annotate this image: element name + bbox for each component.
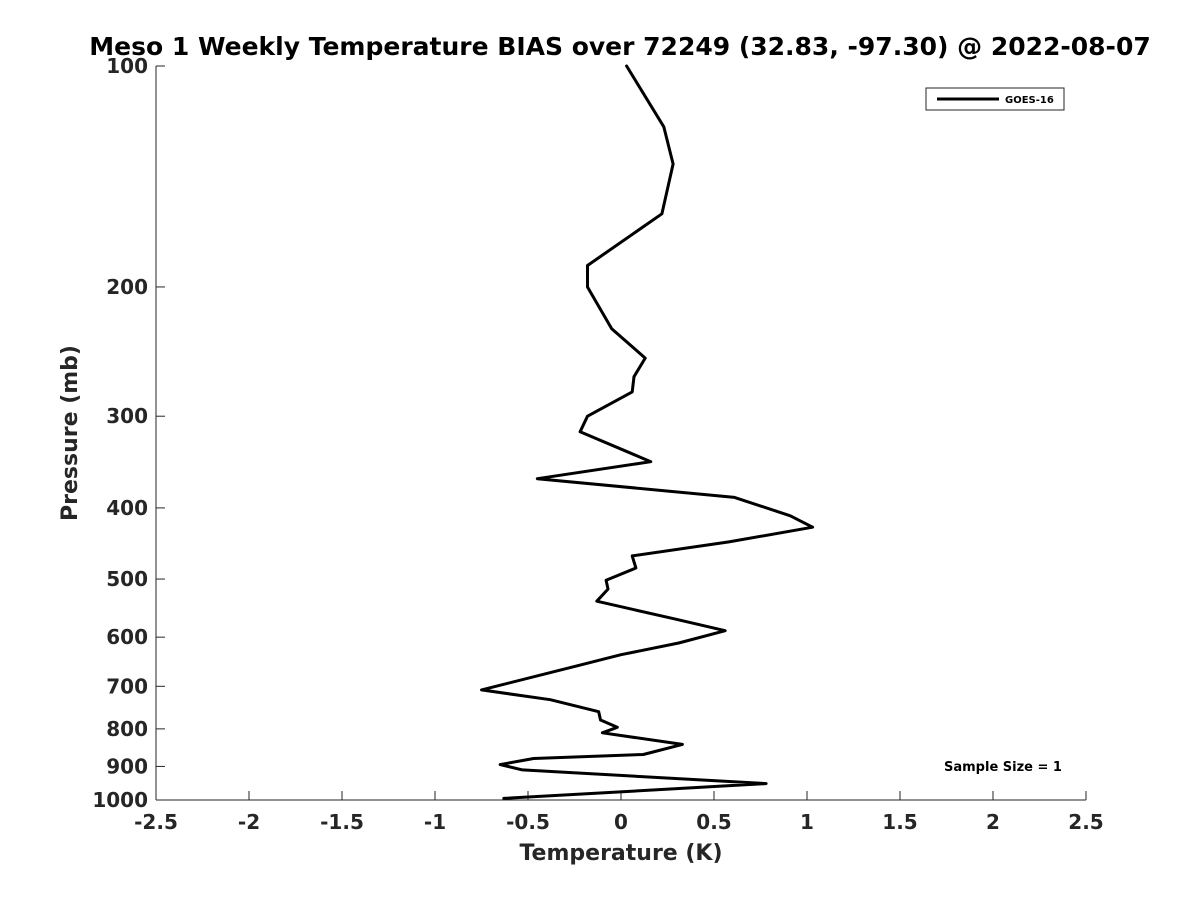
series-line-goes-16 [480, 64, 815, 800]
y-tick-label: 800 [106, 717, 148, 741]
legend-label: GOES-16 [1005, 95, 1054, 106]
x-axis-label: Temperature (K) [519, 841, 722, 866]
y-tick-label: 1000 [92, 788, 148, 812]
x-tick-label: 1 [800, 810, 814, 834]
x-tick-label: -2.5 [134, 810, 178, 834]
x-tick-label: 0 [614, 810, 628, 834]
y-tick-label: 100 [106, 54, 148, 78]
sample-size-annotation: Sample Size = 1 [944, 760, 1062, 775]
y-tick-label: 900 [106, 754, 148, 778]
x-tick-label: 1.5 [882, 810, 917, 834]
chart-title: Meso 1 Weekly Temperature BIAS over 7224… [89, 32, 1150, 61]
x-tick-label: -1.5 [320, 810, 364, 834]
y-tick-label: 300 [106, 404, 148, 428]
y-axis-ticks: 100 200 300 400 500 600 700 800 900 1000 [92, 54, 165, 812]
x-tick-label: 2.5 [1068, 810, 1103, 834]
x-tick-label: -0.5 [506, 810, 550, 834]
y-tick-label: 700 [106, 674, 148, 698]
series-layer [480, 64, 815, 800]
y-tick-label: 600 [106, 625, 148, 649]
x-tick-label: 2 [986, 810, 1000, 834]
y-tick-label: 500 [106, 567, 148, 591]
x-tick-label: 0.5 [696, 810, 731, 834]
x-axis-ticks: -2.5 -2 -1.5 -1 -0.5 0 0.5 1 1.5 2 2.5 [134, 791, 1104, 834]
x-tick-label: -2 [238, 810, 260, 834]
y-tick-label: 400 [106, 496, 148, 520]
legend: GOES-16 [925, 87, 1065, 111]
y-tick-label: 200 [106, 275, 148, 299]
y-axis-label: Pressure (mb) [58, 345, 83, 521]
x-tick-label: -1 [424, 810, 446, 834]
